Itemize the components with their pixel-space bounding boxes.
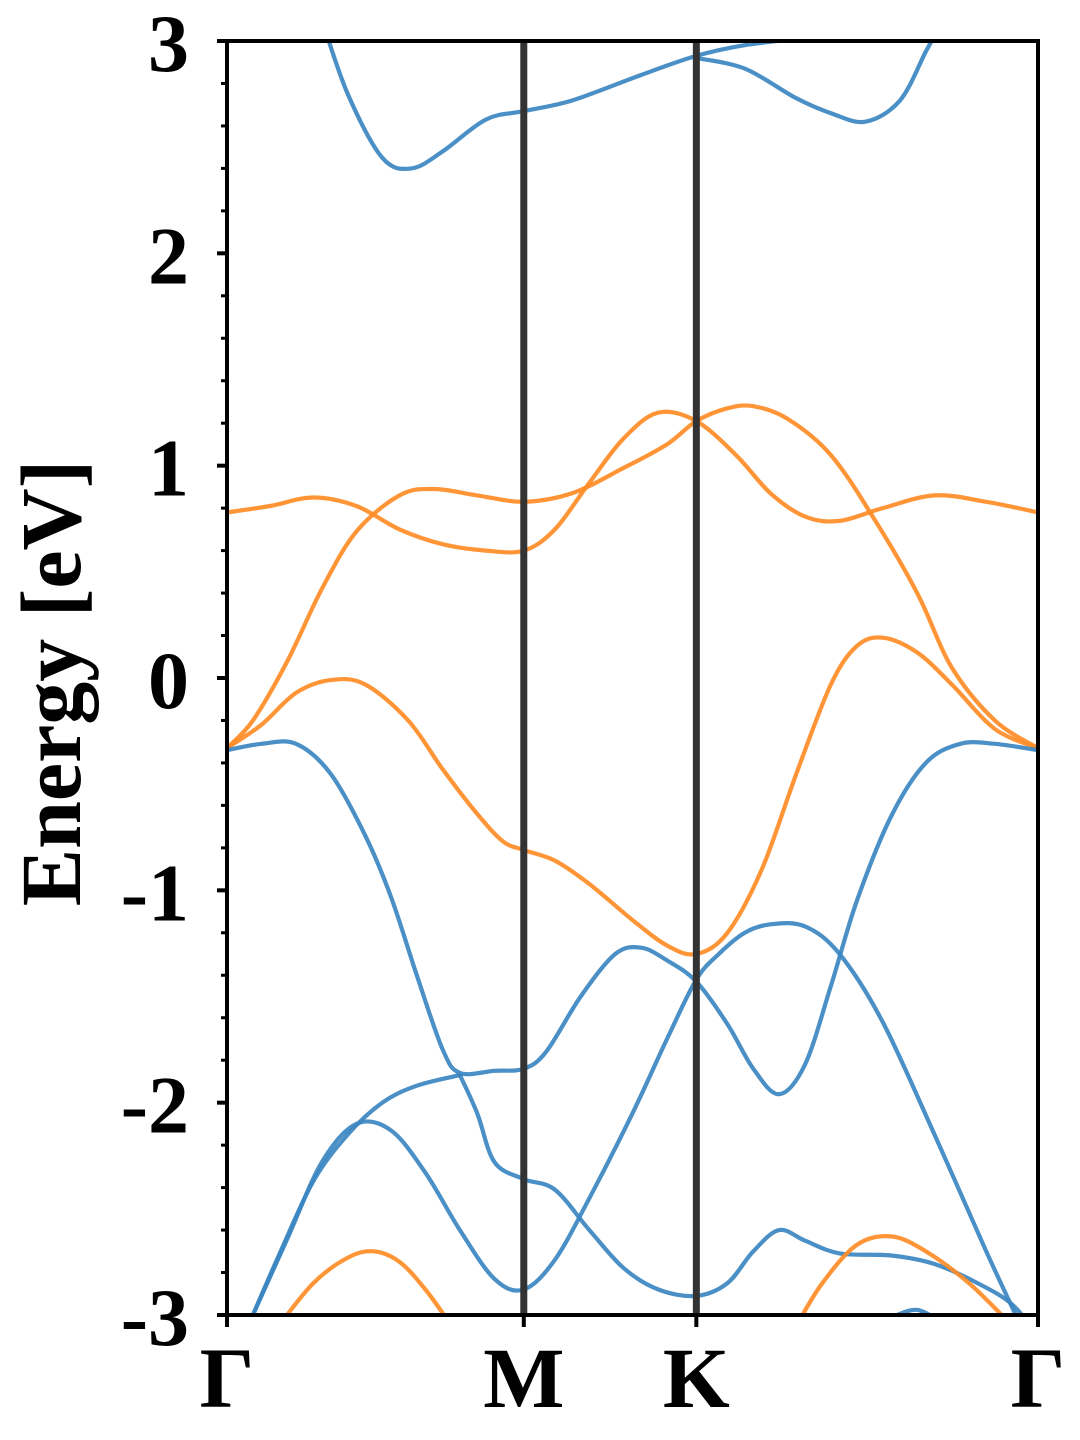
y-axis-label: Energy [eV]	[3, 460, 99, 907]
band-line-2	[694, 41, 934, 125]
band-line-10	[891, 1307, 934, 1315]
x-tick-label-Γ: Γ	[200, 1330, 255, 1426]
band-line-8	[250, 921, 1019, 1315]
y-tick-label: 2	[148, 210, 189, 301]
band-line-5	[227, 635, 1038, 957]
y-tick-label: -2	[121, 1060, 189, 1151]
y-tick-label: 0	[148, 635, 189, 726]
band-line-4	[227, 403, 1038, 751]
y-tick-label: -1	[121, 847, 189, 938]
band-line-7	[250, 1073, 462, 1315]
x-tick-label-Γ: Γ	[1011, 1330, 1066, 1426]
x-tick-label-K: K	[663, 1330, 730, 1426]
y-tick-label: -3	[121, 1272, 189, 1363]
band-line-9	[457, 1073, 1025, 1315]
y-tick-label: 3	[148, 0, 189, 89]
band-line-11	[284, 1249, 447, 1315]
k-point-lines	[520, 41, 700, 1315]
bands-group	[227, 41, 1038, 1315]
y-tick-label: 1	[148, 423, 189, 514]
band-line-1	[326, 41, 796, 172]
band-line-6	[227, 739, 1038, 1097]
band-line-12	[800, 1234, 1005, 1315]
x-tick-label-M: M	[483, 1330, 564, 1426]
plot-frame	[225, 39, 1040, 1317]
band-line-3	[227, 409, 1038, 555]
axis-ticks: -3 -2 -1 0 1 2 3 Γ M K Γ	[121, 0, 1066, 1426]
